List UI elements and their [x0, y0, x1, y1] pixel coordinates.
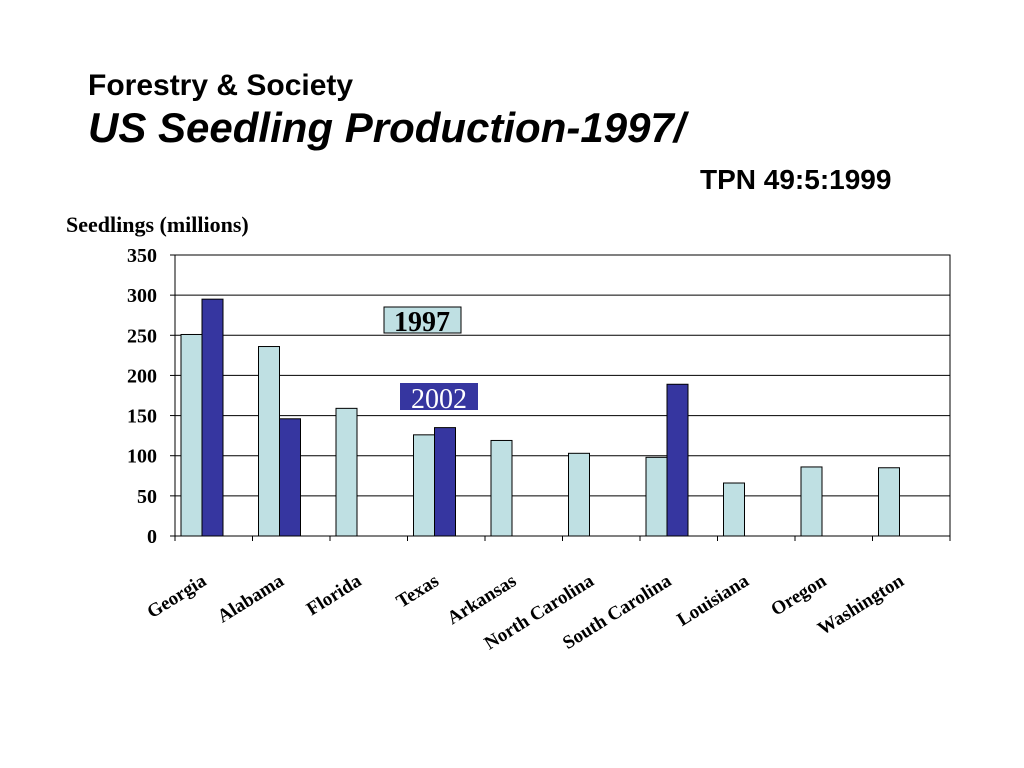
x-tick-label: Louisiana — [674, 570, 754, 631]
y-tick-label: 250 — [127, 325, 157, 347]
legend: 1997 2002 — [383, 306, 478, 415]
x-tick-label: Georgia — [144, 570, 211, 623]
bar-1997-florida — [335, 407, 358, 537]
legend-swatch-2002 — [400, 383, 478, 410]
y-tick-label: 50 — [137, 486, 157, 508]
y-tick-label: 0 — [147, 526, 157, 548]
slide-subtitle: Forestry & Society — [88, 69, 354, 102]
bar-1997-oregon — [800, 466, 823, 537]
title-block: Forestry & Society US Seedling Productio… — [88, 68, 685, 152]
bar-1997-north-carolina — [568, 452, 590, 537]
axes: 0 50 100 150 200 250 300 350 Georgia Alabama Flori… — [127, 245, 951, 654]
x-tick-label: Florida — [303, 570, 366, 620]
bar-2002-georgia — [201, 298, 224, 537]
x-tick-label: Texas — [393, 570, 443, 612]
x-tick-label: Alabama — [214, 570, 288, 627]
legend-swatch-1997 — [383, 306, 462, 334]
legend-label-1997: 1997 — [394, 307, 450, 338]
bar-1997-arkansas — [490, 439, 513, 537]
x-tick-label: Oregon — [767, 570, 830, 620]
bar-1997-louisiana — [723, 482, 745, 537]
y-tick-label: 300 — [127, 285, 157, 307]
y-tick-label: 200 — [127, 365, 157, 387]
bar-2002-texas — [434, 427, 456, 537]
x-tick-label: Washington — [814, 570, 908, 640]
bar-2002-alabama — [279, 418, 301, 537]
bar-1997-georgia — [180, 333, 203, 537]
bar-1997-south-carolina — [645, 456, 668, 537]
bar-1997-washington — [878, 467, 900, 537]
source-citation: TPN 49:5:1999 — [700, 164, 892, 195]
y-tick-label: 350 — [127, 245, 157, 267]
bars — [180, 298, 900, 537]
legend-label-2002: 2002 — [411, 384, 467, 415]
y-tick-label: 150 — [127, 406, 157, 428]
slide-title: US Seedling Production-1997/ — [88, 104, 686, 151]
y-axis-label: Seedlings (millions) — [66, 212, 249, 237]
bar-1997-alabama — [258, 346, 280, 537]
bar-1997-texas — [413, 434, 435, 537]
y-tick-label: 100 — [127, 446, 157, 468]
bar-2002-south-carolina — [666, 383, 689, 537]
